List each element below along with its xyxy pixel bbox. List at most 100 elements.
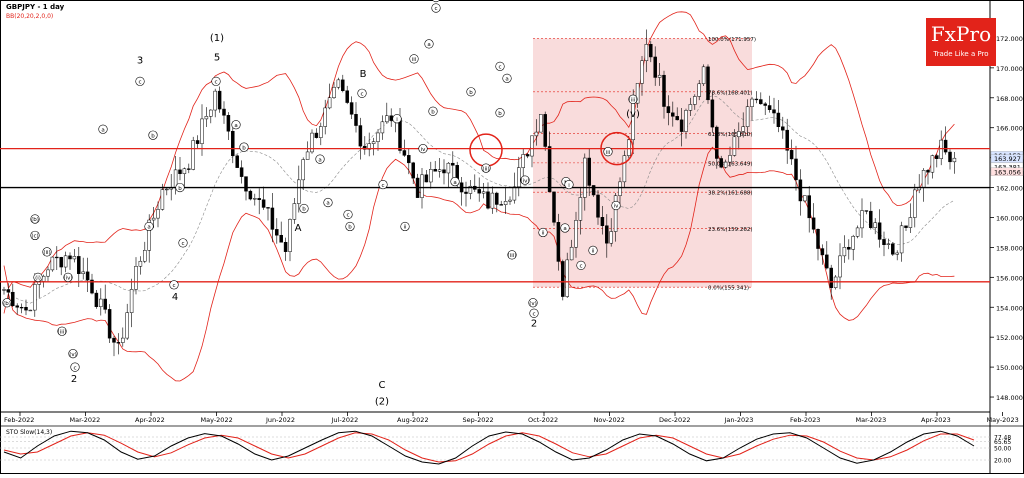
wave-marker-label: c (214, 80, 217, 86)
wave-marker (428, 106, 438, 116)
candle-body (182, 168, 187, 174)
candle-body (55, 256, 59, 259)
wave-marker (628, 94, 638, 104)
candle-body (855, 227, 860, 237)
wave-marker (495, 61, 505, 71)
wave-marker-label: c (532, 311, 535, 317)
wave-marker (343, 209, 353, 220)
wave-marker-label: a (234, 123, 237, 129)
wave-marker-label: c (181, 241, 184, 247)
wave-marker-label: c (434, 6, 437, 12)
wave-label: (1) (210, 33, 224, 44)
wave-marker-label: a (147, 225, 150, 231)
candle-body (160, 189, 165, 210)
candle-body (363, 145, 367, 150)
candle-body (151, 217, 156, 221)
candle-body (191, 140, 195, 170)
candle-body (644, 44, 649, 61)
wave-marker (481, 163, 491, 173)
bb-middle (3, 95, 955, 304)
candle-body (46, 269, 50, 277)
candle-body (385, 115, 389, 123)
candle-body (11, 291, 15, 306)
candle-body (336, 79, 341, 88)
wave-marker (63, 272, 73, 282)
wave-marker-label: b (178, 186, 182, 192)
x-tick-label: Dec-2022 (659, 416, 690, 424)
candle-body (653, 56, 657, 78)
wave-marker-label: (ii) (43, 250, 50, 256)
candle-body (486, 191, 490, 209)
candle-body (85, 271, 90, 281)
candle-body (609, 231, 613, 244)
candle-body (213, 90, 217, 111)
price-tag-label: 163.056 (994, 168, 1021, 176)
candle-body (666, 106, 671, 114)
wave-marker-label: (iv) (63, 276, 72, 282)
candle-body (226, 115, 231, 132)
y-tick-label: 150.000 (996, 364, 1023, 372)
wave-marker-label: iii (412, 57, 417, 63)
candle-body (679, 119, 684, 132)
wave-marker (431, 3, 441, 13)
candle-body (244, 176, 248, 192)
candle-body (147, 219, 151, 251)
x-tick-label: Mar-2023 (856, 416, 887, 424)
wave-marker-label: b (469, 90, 473, 96)
y-tick-label: 168.000 (996, 95, 1023, 103)
candle-body (517, 167, 521, 188)
x-tick-label: Jan-2023 (724, 416, 754, 424)
candle-body (807, 195, 811, 219)
candle-body (345, 90, 349, 103)
candle-body (921, 170, 926, 188)
candle-body (873, 222, 877, 228)
price-tag-label: 163.381 (994, 163, 1021, 171)
wave-marker (148, 130, 158, 140)
x-tick-label: May-2022 (201, 416, 233, 424)
wave-marker (144, 221, 154, 232)
candle-body (341, 79, 345, 91)
wave-label: (2) (375, 397, 389, 408)
wave-marker-label: a (326, 201, 329, 207)
candle-body (521, 154, 525, 168)
candle-body (882, 239, 886, 245)
candle-body (99, 298, 103, 307)
candle-body (715, 126, 719, 159)
candle-body (59, 257, 63, 268)
wave-marker (315, 154, 325, 164)
candle-body (411, 162, 415, 179)
candle-body (68, 255, 72, 260)
wave-marker (30, 214, 40, 224)
wave-marker (507, 250, 517, 260)
candle-body (737, 131, 741, 138)
wave-marker (538, 227, 548, 238)
price-tag-label: 163.927 (994, 155, 1021, 163)
candle-body (389, 115, 393, 121)
candle-body (508, 199, 512, 202)
x-tick-label: Mar-2022 (70, 416, 101, 424)
x-tick-label: Aug-2022 (397, 416, 429, 424)
candle-body (697, 83, 701, 97)
y-tick-label: 148.000 (996, 394, 1023, 402)
wave-marker-label: c (73, 365, 76, 371)
wave-marker-label: v (434, 0, 438, 2)
indicator-label: BB(20,20,2,0,0) (6, 13, 54, 20)
candle-body (266, 207, 270, 209)
candle-body (72, 256, 77, 260)
candle-body (561, 261, 565, 297)
y-tick-label: 172.000 (996, 35, 1023, 43)
candle-body (424, 174, 429, 183)
wave-marker-label: (ii) (482, 166, 489, 172)
candle-body (437, 169, 442, 172)
y-tick-label: 170.000 (996, 65, 1023, 73)
wave-marker (42, 247, 52, 257)
wave-marker (345, 221, 355, 232)
wave-marker (299, 203, 309, 214)
candle-body (112, 337, 116, 343)
fib-label: 100.0%(171.957) (708, 37, 756, 43)
candle-body (107, 309, 112, 339)
candle-body (877, 222, 882, 240)
wave-label: (v) (626, 109, 640, 120)
candle-body (50, 256, 55, 271)
